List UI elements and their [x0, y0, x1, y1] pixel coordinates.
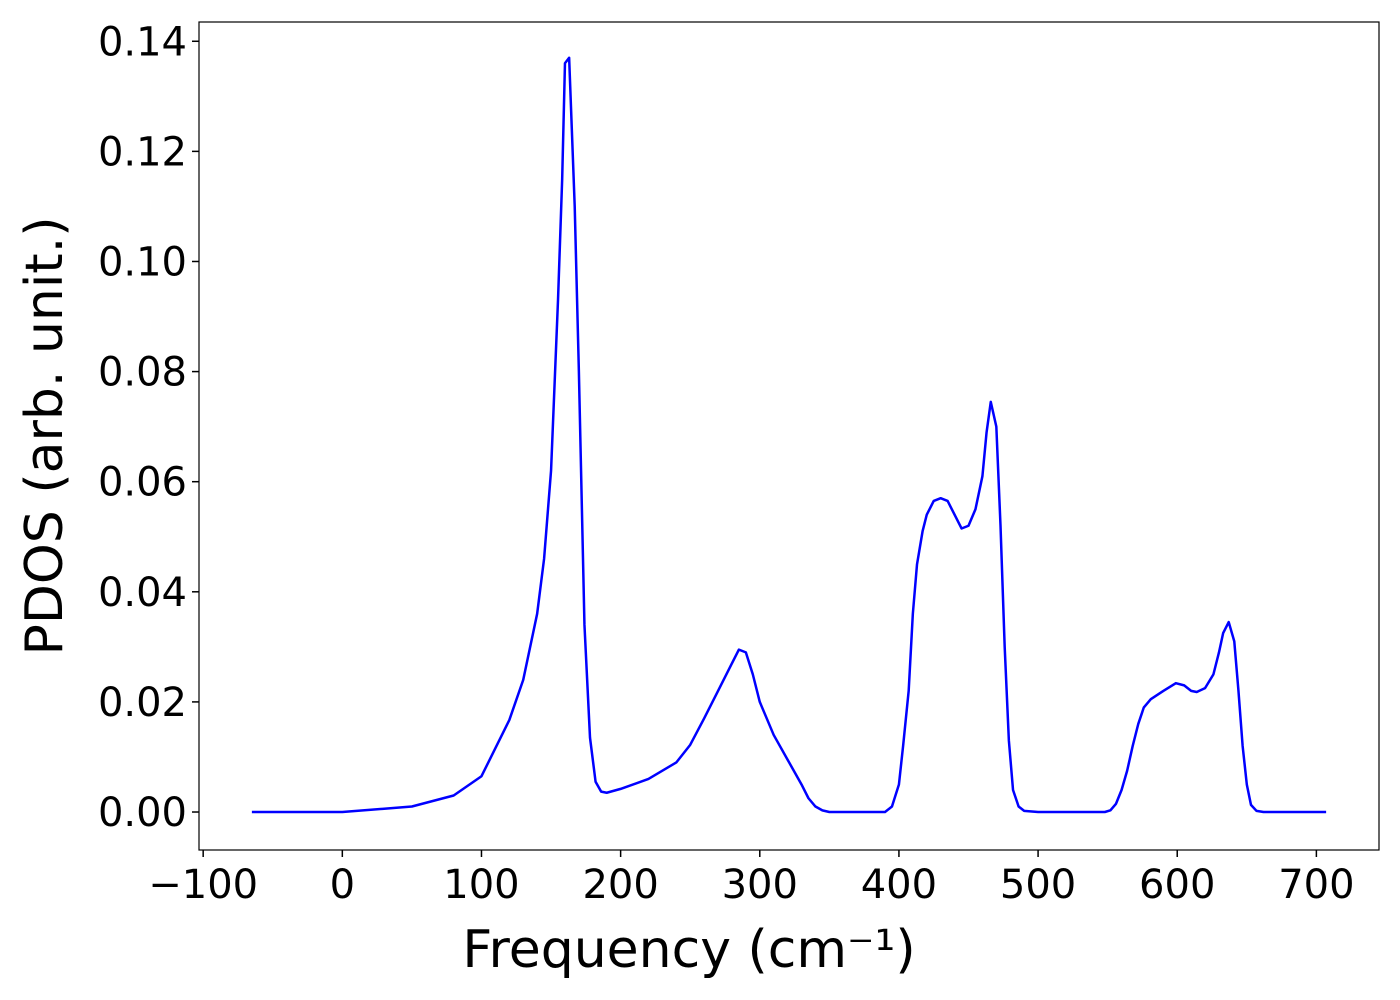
y-tick-label: 0.02	[98, 680, 187, 726]
y-tick-label: 0.14	[98, 19, 187, 65]
y-tick-label: 0.12	[98, 129, 187, 175]
x-axis-label: Frequency (cm⁻¹)	[462, 920, 915, 980]
x-tick-label: 200	[582, 862, 658, 908]
x-tick-label: 500	[1000, 862, 1076, 908]
plot-frame	[198, 21, 1380, 851]
pdos-line	[251, 56, 1327, 814]
x-tick-label: 600	[1139, 862, 1215, 908]
y-tick-label: 0.10	[98, 239, 187, 285]
x-tick-label: 0	[330, 862, 355, 908]
y-axis-label: PDOS (arb. unit.)	[15, 216, 75, 655]
y-tick-label: 0.04	[98, 570, 187, 616]
x-tick-label: −100	[148, 862, 258, 908]
y-tick-label: 0.08	[98, 350, 187, 396]
y-tick-label: 0.00	[98, 790, 187, 836]
x-tick-label: 300	[722, 862, 798, 908]
x-tick-label: 700	[1278, 862, 1354, 908]
x-tick-label: 400	[861, 862, 937, 908]
x-tick-label: 100	[443, 862, 519, 908]
y-tick-label: 0.06	[98, 460, 187, 506]
